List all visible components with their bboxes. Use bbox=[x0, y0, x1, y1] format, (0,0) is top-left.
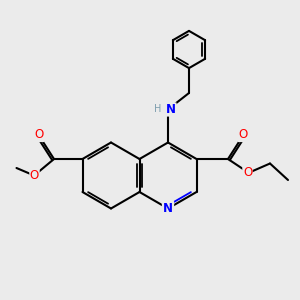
Text: O: O bbox=[34, 128, 43, 142]
Text: O: O bbox=[243, 166, 252, 179]
Text: N: N bbox=[166, 103, 176, 116]
Text: N: N bbox=[163, 202, 173, 215]
Text: O: O bbox=[30, 169, 39, 182]
Text: O: O bbox=[238, 128, 247, 142]
Text: H: H bbox=[154, 104, 161, 115]
